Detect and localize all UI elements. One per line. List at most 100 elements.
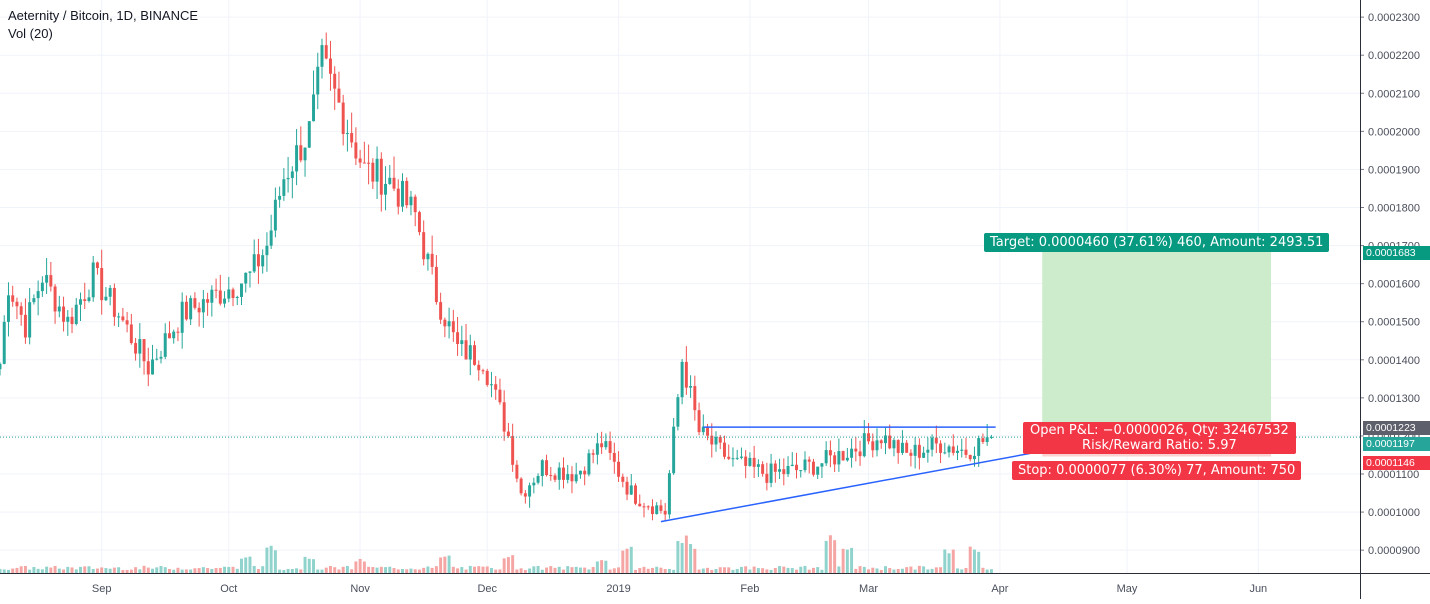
- candle-body: [515, 464, 519, 479]
- volume-bar: [396, 569, 400, 573]
- candle-body: [650, 506, 654, 515]
- volume-bar: [684, 535, 688, 573]
- candle-body: [820, 463, 824, 467]
- volume-bar: [494, 569, 498, 573]
- candle-body: [354, 142, 358, 159]
- volume-bar: [663, 569, 667, 573]
- candle-body: [727, 456, 731, 459]
- candle-body: [769, 463, 773, 483]
- candle-body: [549, 475, 553, 477]
- candle-body: [121, 316, 125, 321]
- candle-body: [583, 470, 587, 475]
- x-tick-label: Feb: [740, 583, 759, 595]
- volume-bar: [511, 555, 515, 573]
- volume-bar: [532, 566, 536, 573]
- volume-bar: [981, 567, 985, 573]
- target-label[interactable]: Target: 0.0000460 (37.61%) 460, Amount: …: [984, 233, 1330, 252]
- candle-body: [214, 289, 218, 291]
- candle-body: [947, 446, 951, 453]
- candle-body: [689, 386, 693, 388]
- volume-bar: [689, 544, 693, 573]
- candle-body: [112, 287, 116, 317]
- volume-bar: [62, 569, 66, 573]
- volume-bar: [206, 568, 210, 573]
- candle-body: [502, 402, 506, 432]
- candle-body: [417, 212, 421, 233]
- candle-body: [960, 449, 964, 451]
- volume-bar: [108, 568, 112, 573]
- y-tick-label: 0.0001800: [1368, 202, 1420, 214]
- candle-body: [587, 453, 591, 475]
- volume-bar: [523, 569, 527, 573]
- candle-body: [519, 478, 523, 494]
- volume-bar: [837, 566, 841, 573]
- volume-bar: [244, 557, 248, 573]
- volume-bar: [184, 569, 188, 573]
- candle-body: [456, 332, 460, 345]
- volume-bar: [540, 569, 544, 573]
- volume-bar: [638, 568, 642, 573]
- volume-bar: [328, 566, 332, 573]
- trendlines: [0, 426, 1360, 523]
- volume-bar: [121, 569, 125, 573]
- candle-body: [218, 290, 222, 304]
- volume-indicator-label[interactable]: Vol (20): [8, 26, 53, 41]
- volume-bar: [57, 568, 61, 573]
- candle-body: [765, 473, 769, 483]
- candle-body: [286, 177, 290, 180]
- candle-body: [273, 199, 277, 231]
- candle-body: [629, 485, 633, 495]
- candle-body: [333, 73, 337, 89]
- candle-body: [146, 361, 150, 375]
- candle-body: [53, 286, 57, 312]
- volume-bar: [714, 568, 718, 573]
- volume-bar: [286, 568, 290, 573]
- candle-body: [693, 386, 697, 411]
- volume-bar: [180, 569, 184, 573]
- stop-label[interactable]: Stop: 0.0000077 (6.30%) 77, Amount: 750: [1012, 461, 1302, 480]
- candle-body: [828, 450, 832, 456]
- pnl-box[interactable]: Open P&L: −0.0000026, Qty: 32467532 Risk…: [1023, 422, 1296, 454]
- volume-bar: [138, 569, 142, 573]
- candle-body: [523, 493, 527, 497]
- candle-body: [409, 196, 413, 206]
- candle-body: [799, 470, 803, 472]
- volume-bar: [240, 558, 243, 573]
- x-tick-label: Dec: [477, 583, 497, 595]
- candle-body: [489, 384, 493, 386]
- candle-body: [0, 363, 2, 370]
- candle-body: [460, 340, 464, 345]
- y-tick-label: 0.0001600: [1368, 279, 1420, 291]
- candle-body: [57, 306, 61, 312]
- volume-bar: [799, 566, 803, 573]
- candle-body: [672, 426, 676, 474]
- candle-body: [19, 306, 23, 315]
- volume-bar: [40, 569, 44, 573]
- y-tick-label: 0.0001500: [1368, 317, 1420, 329]
- candle-body: [608, 441, 612, 453]
- volume-bar: [600, 560, 604, 573]
- candle-body: [676, 397, 680, 427]
- volume-bar: [193, 568, 197, 573]
- candle-body: [324, 45, 328, 59]
- candle-body: [485, 370, 489, 385]
- candle-body: [824, 450, 828, 464]
- candle-body: [930, 437, 934, 450]
- volume-bar: [422, 567, 426, 573]
- volume-bar: [371, 567, 375, 573]
- volume-bar: [841, 548, 845, 573]
- volume-bar: [875, 568, 879, 573]
- volume-bar: [515, 569, 519, 573]
- candle-body: [28, 302, 32, 338]
- candle-body: [231, 289, 235, 298]
- volume-bar: [307, 558, 311, 573]
- volume-bar: [70, 567, 74, 573]
- volume-bar: [167, 568, 171, 573]
- volume-bar: [892, 569, 896, 573]
- y-tick-label: 0.0002200: [1368, 50, 1420, 62]
- stop-price-tag: 0.0001146: [1363, 456, 1430, 470]
- volume-bar: [350, 569, 354, 573]
- candle-body: [261, 255, 265, 267]
